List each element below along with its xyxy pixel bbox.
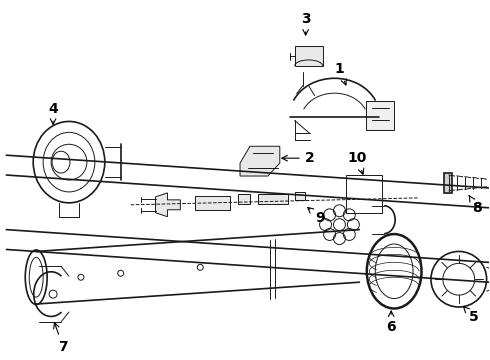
Bar <box>346 175 382 213</box>
Polygon shape <box>240 146 280 176</box>
Bar <box>367 100 394 130</box>
Bar <box>294 192 305 200</box>
Bar <box>444 173 452 193</box>
Bar <box>238 194 250 204</box>
Bar <box>196 196 230 210</box>
Text: 1: 1 <box>335 62 346 85</box>
Polygon shape <box>155 193 180 217</box>
Text: 8: 8 <box>469 195 482 215</box>
Text: 5: 5 <box>464 307 479 324</box>
Text: 4: 4 <box>48 102 58 125</box>
Text: 9: 9 <box>308 207 324 225</box>
Text: 10: 10 <box>348 151 367 174</box>
Text: 6: 6 <box>386 311 396 334</box>
Text: 7: 7 <box>54 323 68 354</box>
Bar <box>258 194 288 204</box>
Text: 2: 2 <box>282 151 315 165</box>
Text: 3: 3 <box>301 12 311 35</box>
Bar <box>294 46 322 66</box>
